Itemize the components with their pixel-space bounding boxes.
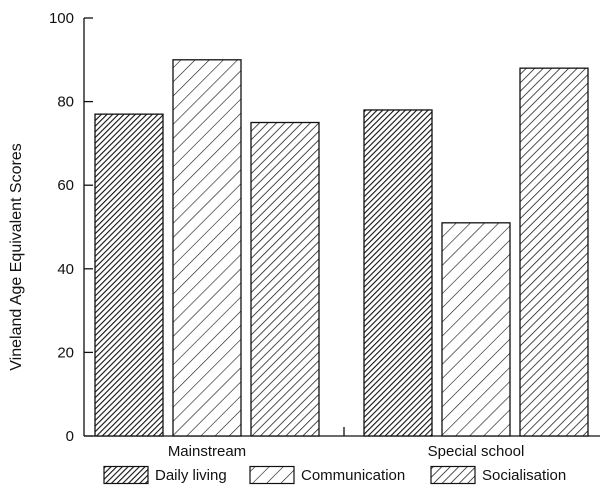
y-tick-label: 100 xyxy=(49,10,74,27)
bar-daily-living-special-school xyxy=(363,109,433,437)
bar-socialisation-special-school xyxy=(519,67,589,437)
legend-item: Daily living xyxy=(103,465,227,485)
y-tick-label: 0 xyxy=(66,428,74,445)
legend-label: Communication xyxy=(301,467,405,484)
legend-item: Communication xyxy=(249,465,405,485)
y-axis-label: Vineland Age Equivalent Scores xyxy=(8,143,25,370)
bar-socialisation-mainstream xyxy=(250,121,320,437)
bar-communication-special-school xyxy=(441,222,511,437)
x-category-label: Mainstream xyxy=(168,443,246,460)
legend-item: Socialisation xyxy=(430,465,566,485)
legend-swatch xyxy=(249,465,295,485)
y-tick-label: 60 xyxy=(57,177,74,194)
bars xyxy=(94,59,589,437)
y-tick-label: 20 xyxy=(57,344,74,361)
legend-label: Socialisation xyxy=(482,467,566,484)
y-tick-label: 40 xyxy=(57,261,74,278)
legend: Daily living Communication Socialisation xyxy=(103,465,566,485)
bar-daily-living-mainstream xyxy=(94,113,164,437)
y-tick-label: 80 xyxy=(57,94,74,111)
axes: 0 20 40 60 80 100 xyxy=(49,10,600,445)
x-category-label: Special school xyxy=(428,443,525,460)
legend-swatch xyxy=(103,465,149,485)
category-labels: Mainstream Special school xyxy=(168,443,525,460)
bar-communication-mainstream xyxy=(172,59,242,437)
legend-label: Daily living xyxy=(155,467,227,484)
legend-swatch xyxy=(430,465,476,485)
